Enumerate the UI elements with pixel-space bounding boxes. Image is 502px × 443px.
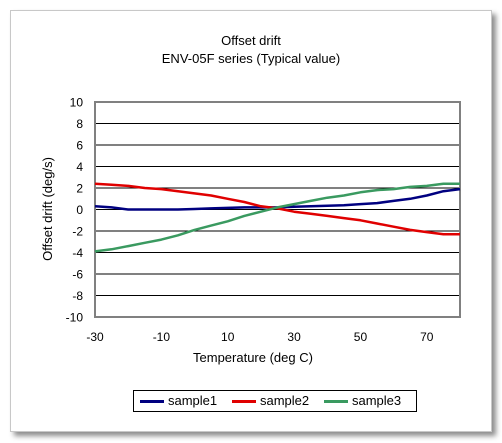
x-tick-label-5: 70 bbox=[420, 330, 434, 344]
y-tick-label-4: 2 bbox=[76, 182, 83, 196]
y-tick-label-0: 10 bbox=[70, 96, 84, 110]
y-tick-label-2: 6 bbox=[76, 139, 83, 153]
x-axis-label: Temperature (deg C) bbox=[193, 350, 313, 365]
y-tick-label-9: -8 bbox=[72, 289, 83, 303]
x-tick-label-4: 50 bbox=[354, 330, 368, 344]
y-tick-label-3: 4 bbox=[76, 160, 83, 174]
x-tick-labels: -30 -10 10 30 50 70 bbox=[86, 330, 433, 344]
plot-border bbox=[94, 101, 461, 318]
series-lines bbox=[94, 182, 461, 253]
legend-label-sample2: sample2 bbox=[260, 393, 310, 408]
chart-title: Offset drift bbox=[221, 33, 281, 48]
chart-subtitle: ENV-05F series (Typical value) bbox=[161, 51, 341, 66]
x-tick-label-3: 30 bbox=[287, 330, 301, 344]
legend-swatch-sample1 bbox=[140, 400, 164, 403]
y-tick-label-10: -10 bbox=[66, 311, 84, 325]
x-tick-label-0: -30 bbox=[86, 330, 104, 344]
legend: sample1 sample2 sample3 bbox=[133, 390, 417, 412]
x-tick-label-2: 10 bbox=[221, 330, 235, 344]
series-line-sample3 bbox=[94, 182, 460, 253]
y-axis-label: Offset drift (deg/s) bbox=[40, 157, 55, 261]
legend-swatch-sample3 bbox=[324, 400, 348, 403]
legend-label-sample3: sample3 bbox=[352, 393, 402, 408]
y-tick-label-1: 8 bbox=[76, 117, 83, 131]
y-tick-labels: 10 8 6 4 2 0 -2 -4 -6 -8 -10 bbox=[66, 96, 84, 325]
y-tick-label-7: -4 bbox=[72, 246, 83, 260]
y-tick-label-6: -2 bbox=[72, 225, 83, 239]
y-tick-label-8: -6 bbox=[72, 268, 83, 282]
legend-swatch-sample2 bbox=[232, 400, 256, 403]
x-tick-label-1: -10 bbox=[153, 330, 171, 344]
legend-label-sample1: sample1 bbox=[168, 393, 218, 408]
y-tick-label-5: 0 bbox=[76, 203, 83, 217]
